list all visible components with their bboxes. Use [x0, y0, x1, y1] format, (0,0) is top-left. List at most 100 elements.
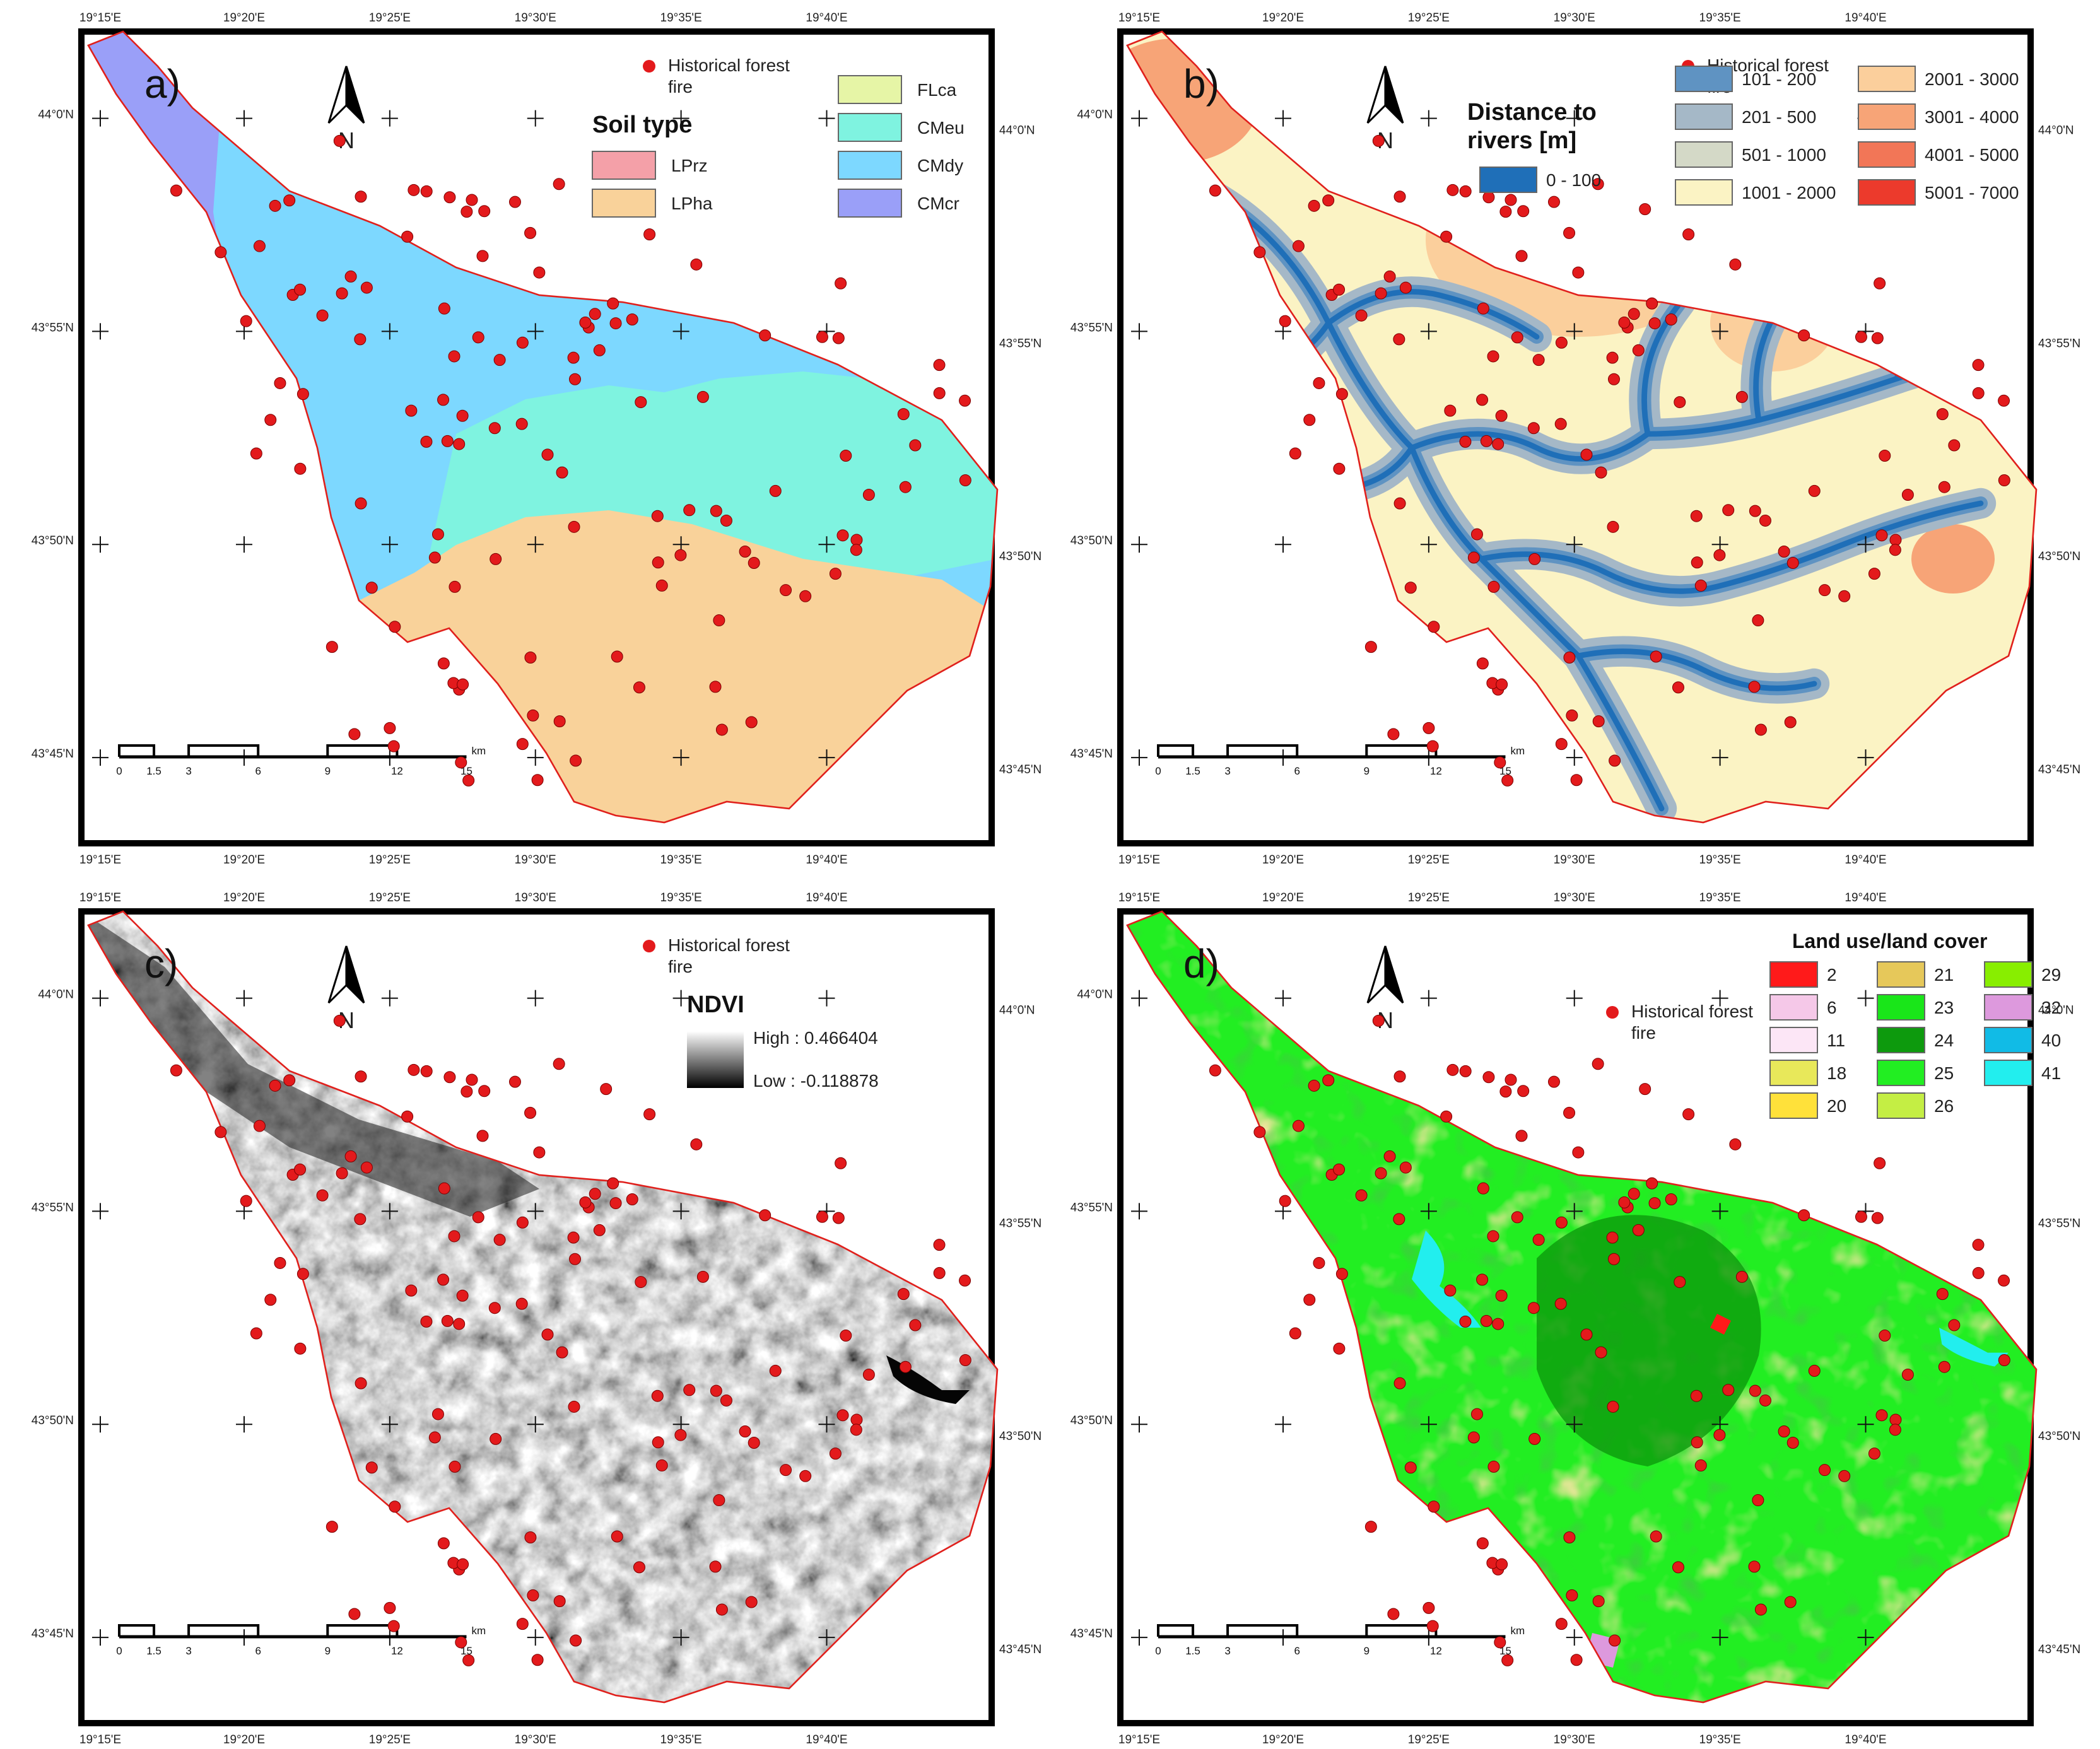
graticule-cross [92, 110, 109, 127]
fire-point [829, 568, 842, 580]
fire-point [1477, 302, 1489, 315]
fire-point [472, 1211, 484, 1224]
legend-swatch [1769, 1060, 1818, 1086]
fire-point [1446, 184, 1459, 196]
fire-point [455, 756, 467, 769]
fire-point [448, 1230, 460, 1243]
scale-segment [1157, 744, 1195, 757]
fire-point [1729, 258, 1742, 271]
graticule-cross [235, 990, 252, 1007]
fire-point [1672, 1561, 1684, 1574]
lat-label-right: 43°45'N [2038, 1643, 2080, 1656]
fire-point [1855, 1210, 1867, 1223]
fire-point [336, 287, 348, 300]
fire-point [384, 1601, 396, 1614]
fire-point [296, 388, 309, 401]
fire-point [1628, 1188, 1640, 1200]
fire-point [214, 246, 227, 259]
fire-point [1838, 590, 1851, 602]
lon-label-top: 19°25'E [1408, 891, 1450, 904]
fire-point [437, 1273, 450, 1286]
fire-point [1868, 568, 1880, 580]
graticule-cross [672, 1629, 689, 1646]
lon-label-top: 19°40'E [806, 11, 847, 25]
fire-point [1555, 1216, 1568, 1229]
legend-swatch [592, 151, 656, 180]
fire-point [720, 1394, 732, 1407]
fire-point [1393, 1070, 1406, 1083]
legend-item-label: 2 [1827, 965, 1837, 985]
lon-label-top: 19°15'E [79, 11, 121, 25]
fire-point [568, 1400, 580, 1413]
scale-tick: 3 [1224, 765, 1230, 777]
lat-label-left: 43°45'N [32, 747, 74, 761]
legend-swatch [1877, 1027, 1925, 1053]
fire-point [1459, 1065, 1472, 1077]
fire-point [283, 194, 296, 207]
fire-point [909, 439, 922, 452]
fire-point [1563, 1106, 1576, 1119]
fire-point [1948, 1319, 1961, 1331]
fire-point [360, 281, 373, 294]
legend-swatch [1984, 994, 2033, 1021]
scale-segment [1226, 744, 1299, 757]
fire-point [1618, 316, 1631, 329]
fire-point [1972, 359, 1985, 371]
fire-point [1855, 330, 1867, 343]
fire-point [567, 1231, 580, 1244]
fire-point [1528, 1432, 1541, 1445]
fire-point [457, 1558, 469, 1571]
fire-point [611, 1530, 623, 1543]
fire-point [333, 1014, 346, 1027]
fire-point [1515, 1130, 1528, 1142]
graticule-cross [818, 110, 835, 127]
lat-label-right: 43°50'N [2038, 550, 2080, 563]
fire-point [850, 1424, 862, 1436]
fire-point [1487, 580, 1500, 593]
fire-point [1383, 270, 1396, 283]
fire-point [541, 448, 554, 461]
fire-point [1691, 556, 1703, 569]
lat-label-left: 43°45'N [1071, 1627, 1113, 1641]
fire-point [832, 332, 845, 344]
lat-label-right: 44°0'N [2038, 1004, 2074, 1017]
fire-point [1879, 449, 1891, 462]
fire-point [401, 230, 414, 243]
fire-point [1936, 1288, 1949, 1301]
fire-point [428, 551, 441, 564]
legend-item-label: 29 [2041, 965, 2061, 985]
fire-point [294, 462, 307, 475]
fire-point [715, 723, 728, 736]
fire-point [720, 514, 732, 527]
fire-point [326, 641, 338, 653]
fire-point [462, 1654, 475, 1666]
fire-point [240, 315, 252, 327]
fire-point [1572, 266, 1585, 279]
fire-point [515, 1297, 528, 1310]
fire-point [1592, 1058, 1604, 1070]
fire-point [1784, 716, 1797, 728]
fire-point [1547, 196, 1560, 208]
graticule-cross [1711, 1203, 1728, 1220]
graticule-cross [1566, 1629, 1583, 1646]
fire-point [533, 266, 546, 279]
legend-item-label: FLca [917, 80, 957, 100]
fire-point [1618, 1196, 1631, 1208]
lon-label-bottom: 19°30'E [1554, 1733, 1595, 1746]
north-arrow-icon [1384, 66, 1404, 124]
fire-point [493, 354, 506, 366]
fire-point [1547, 1075, 1560, 1088]
fire-point [472, 331, 484, 344]
fire-point [862, 488, 875, 501]
fire-point [655, 1459, 668, 1471]
lon-label-bottom: 19°40'E [806, 853, 847, 867]
fire-point [570, 1634, 582, 1647]
fire-point [478, 1085, 491, 1097]
fire-point [1477, 1182, 1489, 1195]
fire-point [1889, 1424, 1901, 1436]
fire-point [1480, 435, 1493, 447]
fire-point [1752, 1494, 1764, 1507]
fire-point [589, 1188, 601, 1200]
fire-point [1470, 528, 1483, 541]
fire-point [1938, 1360, 1950, 1373]
